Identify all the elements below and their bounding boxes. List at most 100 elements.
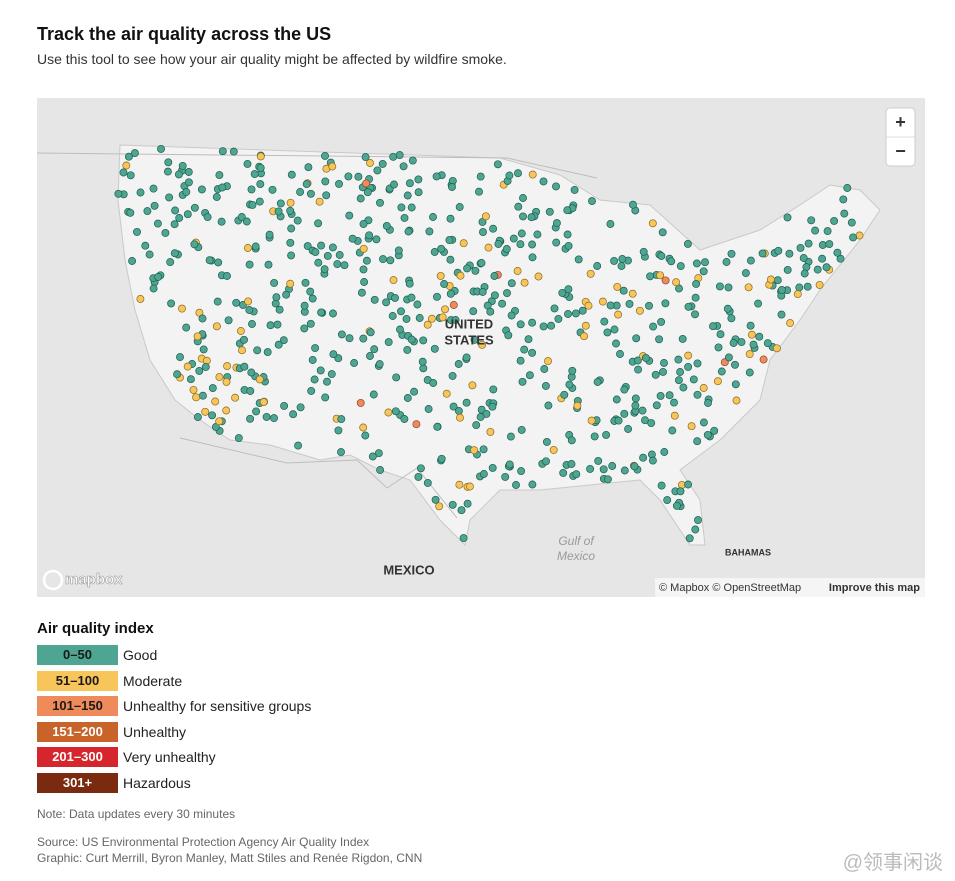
aqi-dot[interactable] — [651, 370, 660, 379]
aqi-dot[interactable] — [329, 350, 338, 359]
aqi-dot[interactable] — [317, 308, 326, 317]
aqi-dot[interactable] — [599, 465, 608, 474]
aqi-dot[interactable] — [544, 357, 552, 366]
aqi-dot[interactable] — [462, 398, 471, 407]
aqi-dot[interactable] — [237, 213, 246, 221]
aqi-dot[interactable] — [657, 252, 666, 260]
aqi-dot[interactable] — [713, 377, 722, 386]
aqi-dot[interactable] — [766, 275, 775, 284]
aqi-dot[interactable] — [545, 207, 554, 216]
aqi-dot[interactable] — [590, 432, 599, 441]
aqi-dot[interactable] — [154, 273, 163, 281]
aqi-dot[interactable] — [282, 290, 291, 299]
aqi-dot[interactable] — [641, 353, 650, 362]
aqi-dot[interactable] — [205, 256, 214, 265]
aqi-dot[interactable] — [432, 172, 441, 181]
aqi-dot[interactable] — [366, 328, 375, 337]
aqi-dot[interactable] — [507, 311, 516, 320]
mapbox-logo[interactable]: mapbox — [65, 571, 124, 589]
aqi-dot[interactable] — [366, 352, 374, 360]
aqi-dot[interactable] — [274, 340, 283, 349]
aqi-dot[interactable] — [658, 228, 667, 237]
aqi-dot[interactable] — [593, 378, 602, 386]
aqi-dot[interactable] — [213, 297, 222, 306]
aqi-dot[interactable] — [359, 265, 368, 274]
aqi-dot[interactable] — [840, 209, 849, 218]
aqi-dot[interactable] — [304, 163, 313, 172]
aqi-dot[interactable] — [361, 153, 370, 162]
aqi-dot[interactable] — [542, 457, 550, 466]
aqi-dot[interactable] — [266, 321, 275, 330]
aqi-dot[interactable] — [389, 276, 398, 285]
aqi-dot[interactable] — [270, 414, 278, 423]
aqi-dot[interactable] — [382, 298, 391, 307]
aqi-dot[interactable] — [629, 200, 637, 209]
aqi-dot[interactable] — [405, 179, 414, 188]
aqi-dot[interactable] — [442, 389, 451, 398]
aqi-dot[interactable] — [533, 230, 542, 239]
aqi-dot[interactable] — [564, 310, 572, 318]
aqi-dot[interactable] — [423, 320, 432, 329]
aqi-dot[interactable] — [800, 269, 809, 278]
aqi-dot[interactable] — [456, 413, 464, 422]
aqi-dot[interactable] — [517, 229, 526, 238]
aqi-dot[interactable] — [190, 203, 199, 212]
aqi-dot[interactable] — [348, 234, 357, 243]
aqi-dot[interactable] — [732, 396, 741, 405]
aqi-dot[interactable] — [692, 259, 701, 268]
aqi-dot[interactable] — [300, 301, 309, 310]
aqi-dot[interactable] — [195, 366, 204, 375]
aqi-dot[interactable] — [525, 371, 534, 380]
aqi-dot[interactable] — [192, 393, 201, 402]
aqi-dot[interactable] — [514, 169, 522, 178]
aqi-dot[interactable] — [362, 179, 371, 188]
aqi-dot[interactable] — [657, 317, 666, 326]
aqi-dot[interactable] — [436, 271, 445, 280]
aqi-dot[interactable] — [390, 180, 398, 189]
aqi-dot[interactable] — [668, 426, 677, 435]
aqi-dot[interactable] — [247, 185, 256, 194]
aqi-dot[interactable] — [424, 405, 433, 413]
aqi-dot[interactable] — [217, 217, 226, 226]
aqi-dot[interactable] — [661, 276, 670, 285]
aqi-dot[interactable] — [586, 269, 595, 278]
aqi-dot[interactable] — [825, 240, 834, 249]
aqi-dot[interactable] — [758, 249, 767, 258]
aqi-dot[interactable] — [268, 185, 277, 194]
aqi-dot[interactable] — [243, 244, 252, 252]
aqi-dot[interactable] — [517, 467, 526, 476]
aqi-dot[interactable] — [243, 159, 252, 168]
aqi-dot[interactable] — [224, 316, 233, 325]
aqi-dot[interactable] — [391, 407, 400, 416]
aqi-dot[interactable] — [231, 393, 240, 402]
aqi-dot[interactable] — [504, 331, 513, 340]
aqi-dot[interactable] — [287, 224, 296, 233]
aqi-dot[interactable] — [528, 480, 537, 489]
aqi-dot[interactable] — [430, 248, 439, 256]
aqi-dot[interactable] — [455, 480, 464, 489]
aqi-dot[interactable] — [507, 279, 516, 288]
aqi-dot[interactable] — [274, 207, 283, 216]
aqi-dot[interactable] — [203, 213, 212, 222]
aqi-dot[interactable] — [519, 194, 527, 202]
aqi-dot[interactable] — [795, 283, 804, 292]
aqi-dot[interactable] — [614, 416, 623, 425]
aqi-dot[interactable] — [272, 293, 281, 302]
aqi-dot[interactable] — [494, 240, 503, 248]
aqi-dot[interactable] — [183, 210, 192, 219]
aqi-dot[interactable] — [560, 390, 569, 399]
aqi-dot[interactable] — [250, 170, 259, 179]
aqi-dot[interactable] — [400, 213, 409, 222]
aqi-dot[interactable] — [493, 160, 502, 169]
aqi-dot[interactable] — [603, 328, 612, 337]
aqi-dot[interactable] — [149, 184, 158, 193]
aqi-dot[interactable] — [170, 220, 179, 229]
aqi-dot[interactable] — [639, 453, 648, 462]
aqi-dot[interactable] — [847, 218, 856, 227]
aqi-dot[interactable] — [124, 152, 133, 161]
aqi-dot[interactable] — [448, 500, 457, 509]
aqi-dot[interactable] — [238, 346, 246, 355]
aqi-dot[interactable] — [323, 377, 331, 386]
aqi-dot[interactable] — [488, 463, 497, 472]
aqi-dot[interactable] — [684, 362, 693, 371]
